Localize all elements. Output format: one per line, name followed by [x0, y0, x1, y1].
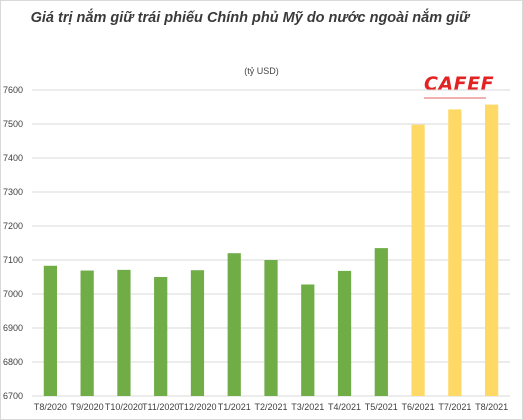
- y-tick-label: 7400: [3, 153, 23, 163]
- bar: [337, 270, 352, 396]
- x-tick-label: T9/2020: [71, 402, 104, 412]
- y-tick-label: 7600: [3, 85, 23, 95]
- y-tick-label: 7000: [3, 289, 23, 299]
- x-tick-label: T1/2021: [218, 402, 251, 412]
- x-tick-label: T7/2021: [438, 402, 471, 412]
- y-tick-label: 6900: [3, 323, 23, 333]
- y-tick-label: 7500: [3, 119, 23, 129]
- x-tick-label: T11/2020: [142, 402, 179, 412]
- bar: [411, 124, 425, 397]
- y-tick-label: 6800: [3, 357, 23, 367]
- x-tick-label: T8/2021: [475, 402, 508, 412]
- y-tick-label: 7300: [3, 187, 23, 197]
- x-tick-label: T5/2021: [365, 402, 398, 412]
- bar: [264, 260, 278, 396]
- x-tick-label: T3/2021: [291, 402, 324, 412]
- x-tick-label: T4/2021: [328, 402, 361, 412]
- chart-title: Giá trị nắm giữ trái phiếu Chính phủ Mỹ …: [30, 10, 470, 26]
- logo-underline: [424, 97, 486, 99]
- bar: [190, 270, 205, 396]
- bar: [301, 284, 315, 396]
- bar: [154, 277, 168, 396]
- x-tick-label: T12/2020: [178, 402, 216, 412]
- y-tick-label: 7200: [3, 221, 23, 231]
- bar: [374, 248, 388, 396]
- x-tick-label: T8/2020: [34, 402, 67, 412]
- chart-unit-label: (tỷ USD): [244, 66, 279, 76]
- x-tick-label: T10/2020: [105, 402, 143, 412]
- bar: [80, 270, 94, 396]
- bar: [448, 109, 462, 396]
- bar: [43, 265, 58, 396]
- x-tick-label: T6/2021: [402, 402, 435, 412]
- bar: [484, 104, 499, 397]
- y-tick-label: 6700: [3, 391, 23, 401]
- bar: [227, 253, 241, 396]
- y-tick-label: 7100: [3, 255, 23, 265]
- x-tick-label: T2/2021: [254, 402, 287, 412]
- bar: [117, 269, 131, 396]
